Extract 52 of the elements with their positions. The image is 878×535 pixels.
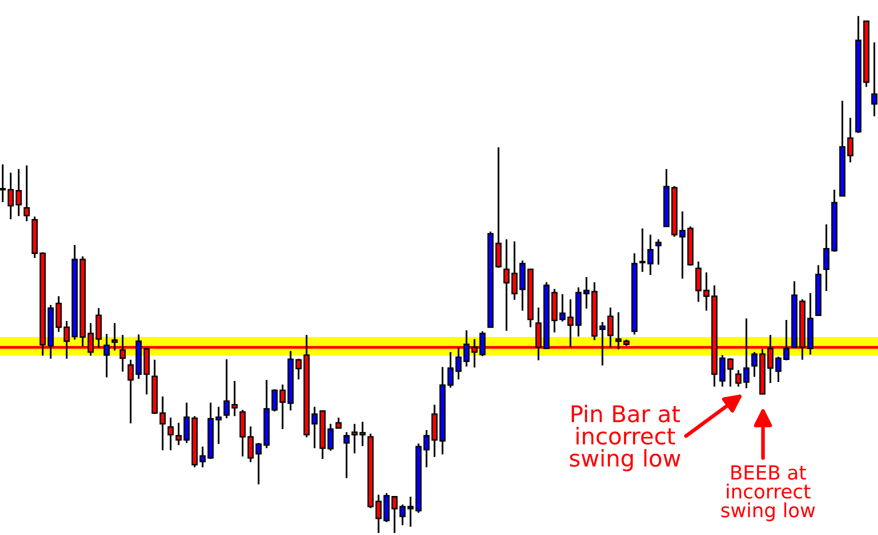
candlestick <box>272 388 278 412</box>
candlestick <box>647 234 654 276</box>
candlestick <box>479 330 486 357</box>
candlestick <box>327 423 334 452</box>
candlestick <box>104 333 110 378</box>
candlestick <box>375 494 382 534</box>
candlestick <box>583 276 590 310</box>
candlestick <box>703 272 710 312</box>
candlestick <box>639 228 646 273</box>
candlestick <box>463 329 470 368</box>
candlestick <box>423 429 430 468</box>
candlestick <box>407 496 414 528</box>
candlestick <box>176 422 182 446</box>
candlestick <box>447 351 454 389</box>
candlestick <box>295 358 302 380</box>
candlestick <box>871 42 878 118</box>
candlestick <box>719 354 726 388</box>
candlestick <box>168 416 174 452</box>
candlestick <box>343 431 350 479</box>
candlestick <box>495 146 502 269</box>
candlestick <box>679 210 686 280</box>
candlestick <box>655 238 662 266</box>
candlestick <box>727 357 734 388</box>
candlestick <box>248 426 254 463</box>
candlestick <box>351 423 358 454</box>
candlestick <box>783 319 790 362</box>
candlestick <box>24 164 30 222</box>
candlestick <box>735 369 742 388</box>
candlestick <box>256 442 262 486</box>
candlestick <box>559 293 566 322</box>
candlestick <box>455 346 462 380</box>
candlestick <box>511 240 518 301</box>
candlestick <box>200 446 206 468</box>
annotation: Pin Bar at incorrect swing low <box>570 404 680 472</box>
candlestick <box>391 496 398 534</box>
annotation: BEEB at incorrect swing low <box>721 465 815 522</box>
candlestick <box>743 318 750 390</box>
candlestick <box>751 351 758 378</box>
candlestick <box>160 396 166 452</box>
candlestick <box>224 358 230 420</box>
candlestick <box>311 406 318 449</box>
candlestick <box>184 402 190 444</box>
candlestick <box>216 406 222 445</box>
candlestick <box>232 380 238 417</box>
candlestick <box>279 384 286 430</box>
candlestick <box>503 238 510 332</box>
candlestick <box>335 416 342 429</box>
candlestick <box>359 420 366 447</box>
candlestick <box>775 356 782 383</box>
candlestick <box>399 504 406 526</box>
candlestick <box>599 321 606 366</box>
candlestick <box>695 260 702 303</box>
